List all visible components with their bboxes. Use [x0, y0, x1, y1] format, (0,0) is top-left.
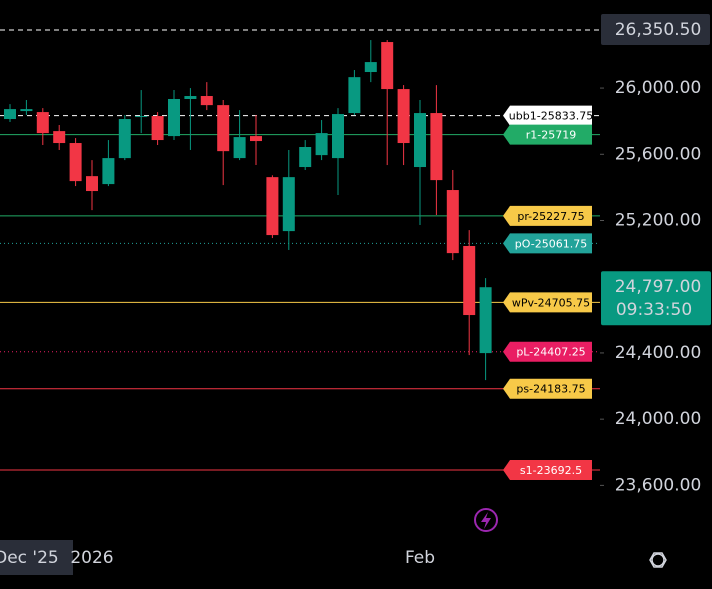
level-label-text: s1-23692.5 — [520, 464, 582, 477]
candle-body — [348, 77, 361, 114]
candle-body — [463, 245, 476, 316]
level-label: ps-24183.75 — [503, 378, 592, 399]
level-label-bg — [503, 124, 592, 145]
candle-body — [168, 98, 180, 137]
last-price-bg — [601, 271, 711, 326]
candle-body — [479, 287, 492, 354]
level-label-text: pr-25227.75 — [517, 210, 584, 223]
y-tick-label: 25,600.00 — [615, 144, 702, 164]
level-label-bg — [503, 341, 592, 362]
level-label: pr-25227.75 — [503, 205, 592, 226]
x-tick-label: Feb — [405, 548, 435, 568]
x-tick-label: Dec '25 — [0, 548, 59, 568]
candle-body — [397, 89, 410, 144]
candle-body — [200, 96, 213, 106]
last-price-label: 24,797.00 — [615, 277, 702, 297]
candle-body — [315, 133, 328, 156]
candle-body — [69, 143, 82, 182]
y-tick-label: 23,600.00 — [615, 475, 702, 495]
level-label-text: r1-25719 — [526, 129, 576, 142]
candle-body — [364, 62, 377, 73]
level-label-text: pO-25061.75 — [515, 237, 587, 250]
level-label-text: ps-24183.75 — [516, 383, 585, 396]
plot: Dec '25 2026 Feb ubb1-25833.75 r1-25719 pr-25… — [0, 14, 711, 575]
level-label-bg — [503, 292, 592, 313]
level-label-bg — [503, 105, 592, 126]
candle-body — [414, 113, 426, 168]
level-label-bg — [503, 205, 592, 226]
candle-body — [118, 119, 131, 159]
x-tick-label: 2026 — [70, 548, 113, 568]
y-tick-label: 25,200.00 — [615, 211, 702, 231]
y-tick-label: 26,000.00 — [615, 78, 702, 98]
candle-body — [282, 177, 295, 232]
candle-body — [20, 109, 33, 112]
lightning-icon[interactable] — [474, 508, 498, 532]
level-label-bg — [503, 378, 592, 399]
settings-icon[interactable] — [649, 552, 667, 568]
candle-body — [151, 116, 164, 141]
level-label-text: ubb1-25833.75 — [509, 110, 593, 123]
candle-body — [446, 190, 459, 254]
level-label-bg — [503, 460, 592, 481]
level-label: ubb1-25833.75 — [503, 105, 593, 126]
candle-body — [332, 114, 344, 159]
candle-body — [184, 96, 197, 99]
level-label: s1-23692.5 — [503, 460, 592, 481]
level-label: pL-24407.25 — [503, 341, 592, 362]
candle-body — [4, 109, 16, 120]
time-label-bg — [0, 540, 73, 575]
candle-body — [266, 177, 279, 236]
candle-body — [430, 113, 443, 181]
candle-body — [53, 131, 66, 144]
candle-body — [299, 147, 312, 168]
candle-body — [233, 137, 246, 159]
level-label-text: pL-24407.25 — [516, 346, 585, 359]
y-tick-label: 24,000.00 — [615, 409, 702, 429]
top-marker-bg — [601, 14, 710, 46]
level-label: r1-25719 — [503, 124, 592, 145]
candle-body — [135, 116, 148, 118]
level-label: wPv-24705.75 — [503, 292, 592, 313]
candle-body — [36, 112, 49, 134]
candle-body — [102, 158, 115, 185]
candle-body — [86, 176, 98, 192]
candle-body — [217, 105, 230, 152]
level-label-text: wPv-24705.75 — [512, 296, 590, 309]
top-marker-label: 26,350.50 — [615, 20, 702, 40]
y-tick-label: 24,400.00 — [615, 343, 702, 363]
candle-body — [381, 42, 394, 90]
level-label: pO-25061.75 — [503, 233, 592, 254]
level-label-bg — [503, 233, 592, 254]
candle-body — [250, 136, 262, 142]
countdown-label: 09:33:50 — [616, 300, 692, 320]
